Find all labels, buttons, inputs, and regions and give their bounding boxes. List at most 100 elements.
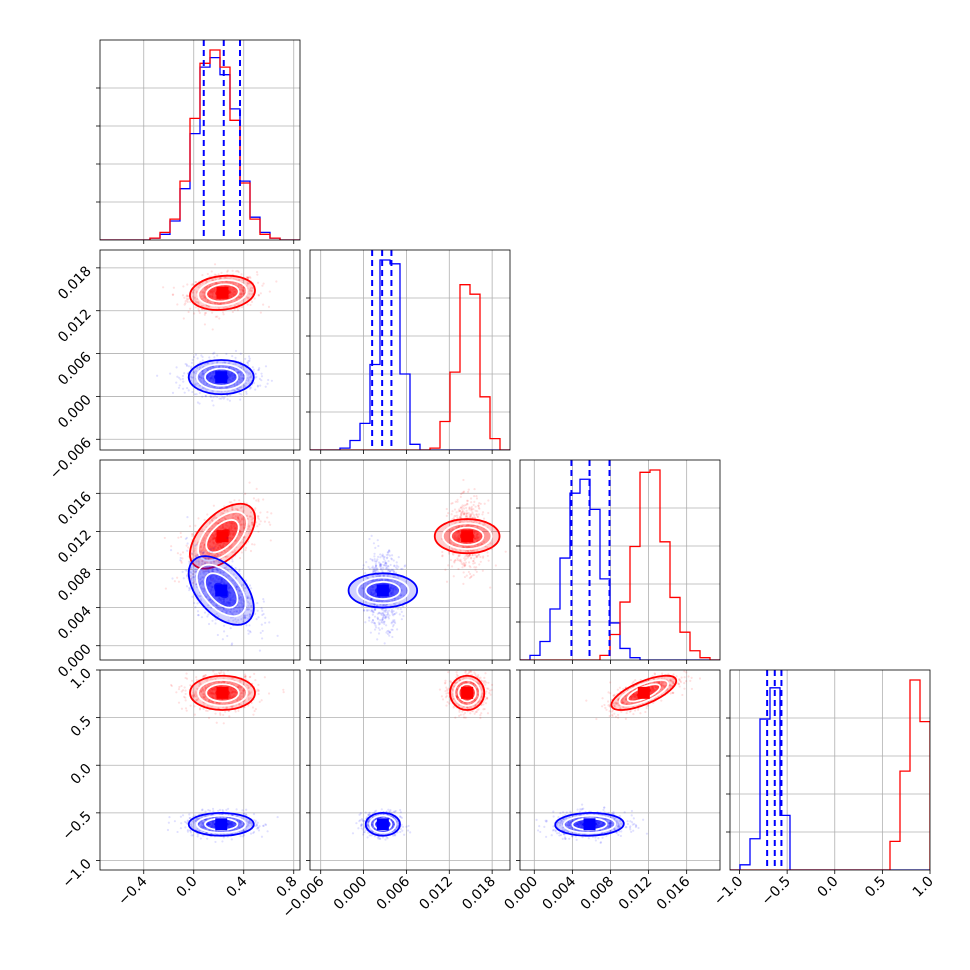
scatter-point: [197, 309, 201, 312]
scatter-point: [468, 507, 471, 510]
scatter-point: [223, 566, 226, 570]
scatter-point: [240, 378, 244, 381]
scatter-point: [246, 596, 249, 600]
scatter-point: [225, 352, 228, 356]
scatter-point: [234, 362, 237, 366]
scatter-point: [392, 610, 395, 613]
scatter-point: [231, 595, 234, 599]
scatter-point: [452, 575, 455, 578]
scatter-point: [221, 638, 224, 641]
scatter-point: [210, 518, 214, 521]
scatter-point: [222, 306, 226, 309]
scatter-point: [370, 621, 373, 624]
scatter-point: [186, 549, 189, 552]
scatter-point: [208, 530, 211, 533]
scatter-point: [214, 694, 218, 698]
scatter-point: [369, 557, 372, 561]
scatter-point: [385, 557, 389, 560]
scatter-point: [212, 396, 215, 399]
scatter-point: [465, 524, 468, 528]
scatter-point: [388, 586, 391, 589]
scatter-point: [222, 600, 225, 603]
scatter-point: [218, 672, 221, 676]
scatter-point: [217, 615, 220, 618]
scatter-point: [239, 596, 243, 599]
scatter-point: [204, 561, 207, 564]
scatter-point: [218, 597, 221, 600]
scatter-point: [387, 629, 390, 632]
scatter-point: [191, 581, 194, 585]
scatter-point: [185, 544, 188, 547]
scatter-point: [212, 380, 215, 383]
scatter-point: [362, 567, 365, 570]
scatter-point: [208, 380, 211, 383]
scatter-point: [370, 592, 373, 595]
scatter-point: [230, 523, 234, 526]
scatter-point: [201, 549, 204, 552]
scatter-point: [455, 538, 458, 541]
scatter-point: [228, 715, 231, 718]
scatter-point: [201, 580, 204, 583]
scatter-point: [262, 612, 265, 616]
scatter-point: [465, 512, 468, 516]
scatter-point: [249, 286, 253, 289]
scatter-point: [207, 583, 210, 586]
scatter-point: [232, 291, 235, 294]
scatter-point: [202, 696, 205, 699]
scatter-point: [457, 540, 460, 543]
scatter-point: [202, 569, 205, 572]
scatter-point: [229, 379, 232, 383]
scatter-point: [217, 546, 220, 549]
scatter-point: [465, 554, 468, 557]
scatter-point: [232, 388, 235, 392]
scatter-point: [387, 568, 390, 571]
scatter-point: [389, 569, 392, 573]
scatter-point: [242, 620, 245, 623]
scatter-point: [214, 697, 217, 700]
scatter-point: [189, 375, 193, 378]
scatter-point: [179, 531, 182, 535]
scatter-point: [479, 560, 482, 563]
scatter-point: [248, 376, 251, 379]
scatter-point: [386, 556, 389, 559]
scatter-point: [225, 365, 229, 368]
scatter-point: [395, 587, 398, 591]
scatter-point: [377, 623, 381, 626]
scatter-point: [211, 695, 214, 698]
scatter-point: [185, 672, 188, 675]
scatter-point: [226, 285, 230, 288]
scatter-point: [398, 584, 401, 587]
scatter-point: [482, 555, 485, 558]
scatter-point: [241, 293, 245, 296]
scatter-point: [376, 612, 379, 615]
scatter-point: [247, 632, 250, 635]
scatter-point: [470, 508, 474, 511]
scatter-point: [212, 696, 215, 699]
scatter-point: [469, 550, 472, 553]
scatter-point: [213, 515, 216, 518]
scatter-point: [184, 362, 187, 366]
scatter-point: [200, 374, 203, 377]
scatter-point: [379, 563, 382, 566]
scatter-point: [239, 292, 242, 295]
scatter-point: [220, 578, 224, 581]
scatter-point: [201, 370, 204, 373]
scatter-point: [211, 289, 214, 292]
scatter-point: [218, 598, 221, 601]
scatter-point: [200, 563, 204, 566]
scatter-point: [234, 610, 237, 613]
scatter-point: [390, 557, 393, 560]
scatter-point: [375, 599, 379, 602]
scatter-point: [209, 601, 213, 604]
scatter-point: [244, 675, 247, 678]
scatter-point: [209, 377, 212, 380]
scatter-point: [373, 622, 376, 625]
scatter-point: [233, 376, 237, 379]
scatter-point: [451, 528, 454, 531]
scatter-point: [217, 273, 220, 276]
scatter-point: [181, 377, 184, 380]
scatter-point: [237, 270, 240, 274]
histogram-blue: [310, 259, 510, 450]
scatter-point: [392, 587, 395, 590]
scatter-point: [231, 530, 234, 533]
